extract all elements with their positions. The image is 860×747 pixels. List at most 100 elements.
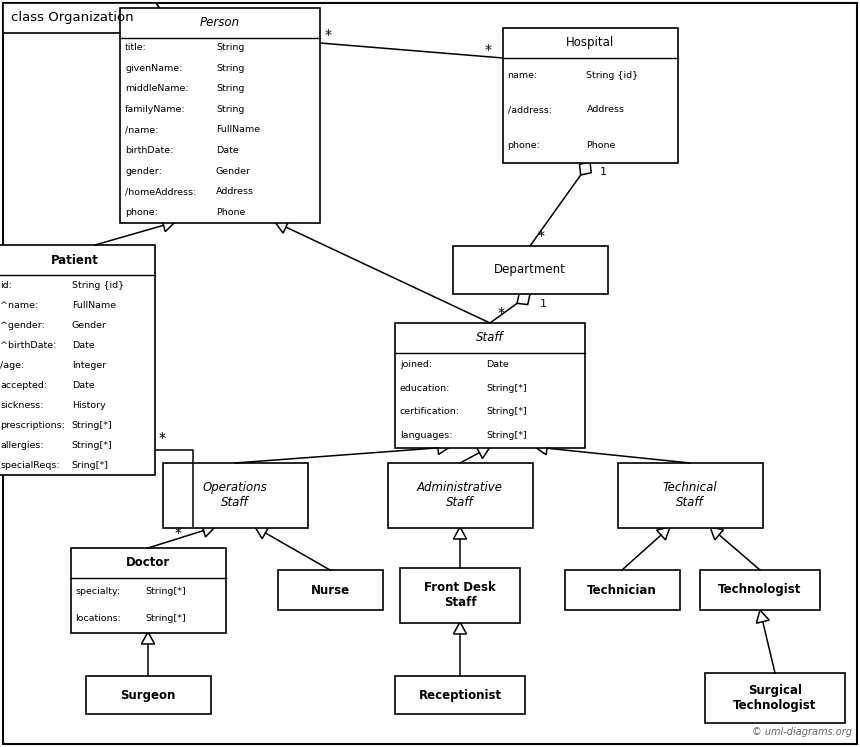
Text: 1: 1 bbox=[540, 299, 547, 309]
Text: String: String bbox=[216, 43, 244, 52]
Polygon shape bbox=[453, 622, 467, 634]
Text: Sring[*]: Sring[*] bbox=[71, 460, 109, 470]
Text: 1: 1 bbox=[600, 167, 607, 177]
Bar bbox=[388, 462, 532, 527]
Bar bbox=[564, 570, 679, 610]
Text: /age:: /age: bbox=[0, 361, 24, 370]
Text: phone:: phone: bbox=[507, 140, 540, 149]
Text: prescriptions:: prescriptions: bbox=[0, 421, 64, 430]
Polygon shape bbox=[3, 3, 168, 33]
Text: History: History bbox=[71, 400, 106, 409]
Text: sickness:: sickness: bbox=[0, 400, 44, 409]
Text: Staff: Staff bbox=[476, 331, 504, 344]
Text: Gender: Gender bbox=[216, 167, 251, 176]
Text: Integer: Integer bbox=[71, 361, 106, 370]
Bar bbox=[85, 676, 211, 714]
Text: id:: id: bbox=[0, 281, 12, 290]
Text: Operations
Staff: Operations Staff bbox=[203, 481, 267, 509]
Text: class Organization: class Organization bbox=[11, 11, 133, 25]
Text: /name:: /name: bbox=[125, 125, 158, 134]
Text: String[*]: String[*] bbox=[486, 384, 527, 393]
Text: *: * bbox=[538, 229, 545, 243]
Text: certification:: certification: bbox=[400, 407, 460, 416]
Text: String: String bbox=[216, 105, 244, 114]
Polygon shape bbox=[476, 447, 490, 459]
Polygon shape bbox=[756, 610, 769, 623]
Bar bbox=[278, 570, 383, 610]
Text: String {id}: String {id} bbox=[587, 70, 639, 79]
Text: Hospital: Hospital bbox=[566, 36, 614, 49]
Text: FullName: FullName bbox=[71, 300, 116, 309]
Polygon shape bbox=[535, 441, 548, 455]
Text: Administrative
Staff: Administrative Staff bbox=[417, 481, 503, 509]
Polygon shape bbox=[275, 221, 289, 233]
Text: String[*]: String[*] bbox=[144, 586, 186, 596]
Text: givenName:: givenName: bbox=[125, 63, 182, 73]
Text: ^name:: ^name: bbox=[0, 300, 38, 309]
Text: Department: Department bbox=[494, 264, 566, 276]
Bar bbox=[0, 245, 155, 475]
Text: Date: Date bbox=[486, 360, 509, 369]
Polygon shape bbox=[255, 527, 268, 539]
Text: *: * bbox=[159, 431, 166, 445]
Text: languages:: languages: bbox=[400, 431, 452, 440]
Polygon shape bbox=[453, 527, 467, 539]
Polygon shape bbox=[657, 527, 670, 540]
Text: Doctor: Doctor bbox=[126, 556, 170, 569]
Text: String[*]: String[*] bbox=[71, 441, 113, 450]
Text: *: * bbox=[485, 43, 492, 57]
Bar bbox=[705, 673, 845, 723]
Text: Technician: Technician bbox=[587, 583, 657, 597]
Bar bbox=[700, 570, 820, 610]
Text: /homeAddress:: /homeAddress: bbox=[125, 187, 196, 196]
Text: Patient: Patient bbox=[51, 253, 99, 267]
Text: Person: Person bbox=[200, 16, 240, 29]
Text: birthDate:: birthDate: bbox=[125, 146, 174, 155]
Text: String[*]: String[*] bbox=[486, 407, 527, 416]
Polygon shape bbox=[162, 219, 175, 232]
Text: String[*]: String[*] bbox=[71, 421, 113, 430]
Bar bbox=[395, 323, 585, 447]
Text: specialReqs:: specialReqs: bbox=[0, 460, 59, 470]
Text: Surgeon: Surgeon bbox=[120, 689, 175, 701]
Text: education:: education: bbox=[400, 384, 451, 393]
Bar bbox=[163, 462, 308, 527]
Text: Nurse: Nurse bbox=[310, 583, 349, 597]
Text: Gender: Gender bbox=[71, 320, 107, 329]
Text: String[*]: String[*] bbox=[486, 431, 527, 440]
Text: specialty:: specialty: bbox=[76, 586, 120, 596]
Bar bbox=[400, 568, 520, 622]
Text: locations:: locations: bbox=[76, 614, 121, 623]
Polygon shape bbox=[438, 441, 450, 454]
Polygon shape bbox=[141, 632, 155, 644]
Text: String: String bbox=[216, 63, 244, 73]
Text: Technologist: Technologist bbox=[718, 583, 802, 597]
Bar bbox=[502, 28, 678, 163]
Text: Phone: Phone bbox=[216, 208, 245, 217]
Text: title:: title: bbox=[125, 43, 147, 52]
Polygon shape bbox=[710, 527, 723, 540]
Text: Surgical
Technologist: Surgical Technologist bbox=[734, 684, 817, 712]
Text: String {id}: String {id} bbox=[71, 281, 124, 290]
Bar bbox=[452, 246, 607, 294]
Text: accepted:: accepted: bbox=[0, 380, 47, 389]
Polygon shape bbox=[517, 293, 530, 305]
Text: ^gender:: ^gender: bbox=[0, 320, 45, 329]
Text: Receptionist: Receptionist bbox=[419, 689, 501, 701]
Text: Date: Date bbox=[216, 146, 239, 155]
Text: *: * bbox=[325, 28, 332, 42]
Polygon shape bbox=[580, 162, 591, 175]
Text: joined:: joined: bbox=[400, 360, 432, 369]
Text: phone:: phone: bbox=[125, 208, 158, 217]
Polygon shape bbox=[201, 524, 215, 537]
Text: middleName:: middleName: bbox=[125, 84, 188, 93]
Text: gender:: gender: bbox=[125, 167, 162, 176]
Bar bbox=[395, 676, 525, 714]
Text: Technical
Staff: Technical Staff bbox=[663, 481, 717, 509]
Text: *: * bbox=[175, 526, 182, 540]
Text: familyName:: familyName: bbox=[125, 105, 186, 114]
Text: Address: Address bbox=[587, 105, 624, 114]
Text: Date: Date bbox=[71, 380, 95, 389]
Text: Address: Address bbox=[216, 187, 254, 196]
Bar bbox=[120, 7, 320, 223]
